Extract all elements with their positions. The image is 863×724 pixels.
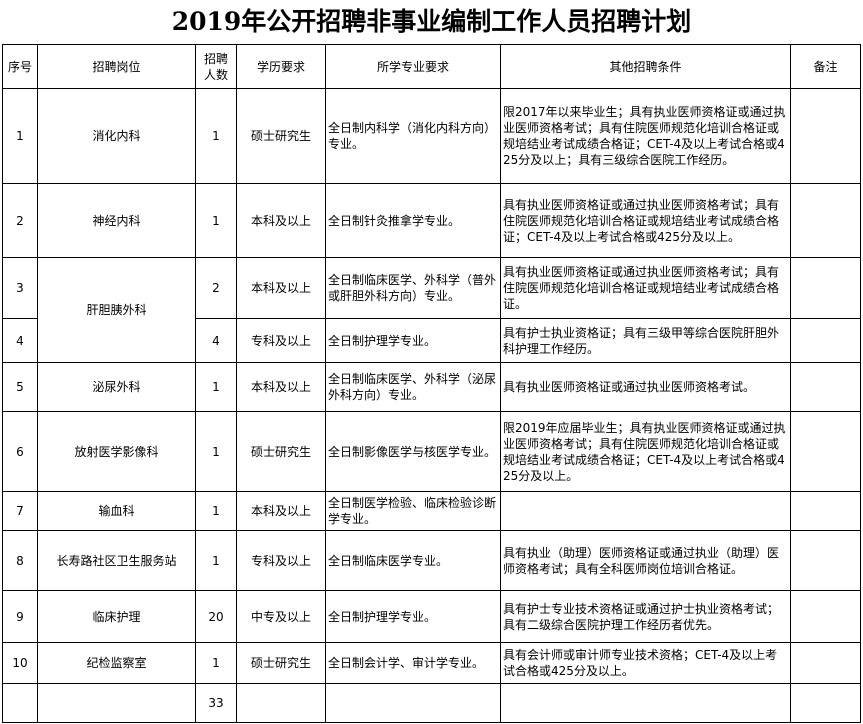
cell-edu: 专科及以上 — [236, 530, 326, 591]
table-row: 3 肝胆胰外科 2 本科及以上 全日制临床医学、外科学（普外或肝胆外科方向）专业。 具有执… — [2, 257, 861, 363]
cell-edu: 本科及以上 — [236, 257, 326, 319]
cell-no: 3 — [2, 257, 38, 319]
cell-no: 2 — [2, 183, 38, 258]
table-row: 1 消化内科 1 硕士研究生 全日制内科学（消化内科方向）专业。 限2017年以来毕业生；… — [2, 88, 861, 184]
cell-post: 长寿路社区卫生服务站 — [37, 530, 196, 591]
header-row: 序号 招聘岗位 招聘人数 学历要求 所学专业要求 其他招聘条件 备注 — [2, 44, 861, 89]
cell-count: 2 — [195, 257, 237, 319]
cell-other: 具有护士执业资格证；具有三级甲等综合医院肝胆外科护理工作经历。 — [500, 318, 791, 363]
cell-major: 全日制影像医学与核医学专业。 — [325, 411, 501, 492]
cell-no: 7 — [2, 491, 38, 531]
cell-note — [790, 411, 861, 492]
total-count: 33 — [195, 683, 237, 723]
table-row: 10 纪检监察室 1 硕士研究生 全日制会计学、审计学专业。 具有会计师或审计师专业技术资… — [2, 642, 861, 684]
cell-no: 8 — [2, 530, 38, 591]
cell-other: 具有执业医师资格证或通过执业医师资格考试；具有住院医师规范化培训合格证或规培结业… — [500, 257, 791, 319]
cell-post: 输血科 — [37, 491, 196, 531]
cell-post: 临床护理 — [37, 590, 196, 643]
cell-edu: 专科及以上 — [236, 318, 326, 363]
cell-edu: 中专及以上 — [236, 590, 326, 643]
cell-edu: 硕士研究生 — [236, 642, 326, 684]
cell-post: 神经内科 — [37, 183, 196, 258]
cell-major: 全日制护理学专业。 — [325, 318, 501, 363]
cell-major: 全日制内科学（消化内科方向）专业。 — [325, 88, 501, 184]
total-row: 33 — [2, 683, 861, 723]
cell-count: 1 — [195, 88, 237, 184]
cell-other: 具有执业医师资格证或通过执业医师资格考试；具有住院医师规范化培训合格证或规培结业… — [500, 183, 791, 258]
cell-major: 全日制会计学、审计学专业。 — [325, 642, 501, 684]
cell-no: 10 — [2, 642, 38, 684]
recruitment-table: 序号 招聘岗位 招聘人数 学历要求 所学专业要求 其他招聘条件 备注 1 消化内科… — [2, 44, 861, 723]
cell-other: 具有护士专业技术资格证或通过护士执业资格考试；具有二级综合医院护理工作经历者优先… — [500, 590, 791, 643]
table-row: 7 输血科 1 本科及以上 全日制医学检验、临床检验诊断学专业。 — [2, 491, 861, 531]
cell-note — [790, 362, 861, 412]
cell-note — [790, 318, 861, 363]
table-row: 6 放射医学影像科 1 硕士研究生 全日制影像医学与核医学专业。 限2019年应届毕业生；… — [2, 411, 861, 492]
empty-cell — [500, 683, 791, 723]
cell-no: 5 — [2, 362, 38, 412]
cell-post: 纪检监察室 — [37, 642, 196, 684]
cell-no: 1 — [2, 88, 38, 184]
header-post: 招聘岗位 — [37, 44, 196, 89]
cell-other: 具有执业医师资格证或通过执业医师资格考试。 — [500, 362, 791, 412]
cell-count: 1 — [195, 530, 237, 591]
cell-major: 全日制临床医学、外科学（泌尿外科方向）专业。 — [325, 362, 501, 412]
cell-edu: 本科及以上 — [236, 491, 326, 531]
cell-note — [790, 530, 861, 591]
header-other: 其他招聘条件 — [500, 44, 791, 89]
empty-cell — [236, 683, 326, 723]
cell-count: 1 — [195, 411, 237, 492]
header-major: 所学专业要求 — [325, 44, 501, 89]
table-row: 8 长寿路社区卫生服务站 1 专科及以上 全日制临床医学专业。 具有执业（助理）医师资格证… — [2, 530, 861, 591]
cell-post: 肝胆胰外科 — [37, 257, 196, 363]
cell-other: 具有会计师或审计师专业技术资格；CET-4及以上考试合格或425分及以上。 — [500, 642, 791, 684]
cell-note — [790, 642, 861, 684]
empty-cell — [2, 683, 38, 723]
cell-count: 1 — [195, 642, 237, 684]
cell-edu: 硕士研究生 — [236, 411, 326, 492]
cell-major: 全日制护理学专业。 — [325, 590, 501, 643]
cell-count: 1 — [195, 183, 237, 258]
cell-major: 全日制医学检验、临床检验诊断学专业。 — [325, 491, 501, 531]
cell-no: 6 — [2, 411, 38, 492]
cell-no: 9 — [2, 590, 38, 643]
cell-count: 1 — [195, 362, 237, 412]
cell-post: 放射医学影像科 — [37, 411, 196, 492]
cell-count: 20 — [195, 590, 237, 643]
cell-other — [500, 491, 791, 531]
cell-edu: 本科及以上 — [236, 183, 326, 258]
cell-note — [790, 88, 861, 184]
cell-edu: 本科及以上 — [236, 362, 326, 412]
cell-note — [790, 491, 861, 531]
page-title: 2019年公开招聘非事业编制工作人员招聘计划 — [171, 7, 692, 36]
cell-count: 4 — [195, 318, 237, 363]
header-count: 招聘人数 — [195, 44, 237, 89]
empty-cell — [37, 683, 196, 723]
table-row: 5 泌尿外科 1 本科及以上 全日制临床医学、外科学（泌尿外科方向）专业。 具有执业医师资… — [2, 362, 861, 412]
cell-note — [790, 257, 861, 319]
cell-other: 限2017年以来毕业生；具有执业医师资格证或通过执业医师资格考试；具有住院医师规… — [500, 88, 791, 184]
cell-other: 限2019年应届毕业生；具有执业医师资格证或通过执业医师资格考试；具有住院医师规… — [500, 411, 791, 492]
cell-major: 全日制针灸推拿学专业。 — [325, 183, 501, 258]
table-row: 9 临床护理 20 中专及以上 全日制护理学专业。 具有护士专业技术资格证或通过护士执业资… — [2, 590, 861, 643]
cell-note — [790, 183, 861, 258]
empty-cell — [790, 683, 861, 723]
cell-edu: 硕士研究生 — [236, 88, 326, 184]
header-no: 序号 — [2, 44, 38, 89]
table-row: 4 4 专科及以上 全日制护理学专业。 具有护士执业资格证；具有三级甲等综合医院肝胆外科… — [2, 318, 861, 363]
cell-post: 泌尿外科 — [37, 362, 196, 412]
cell-other: 具有执业（助理）医师资格证或通过执业（助理）医师资格考试；具有全科医师岗位培训合… — [500, 530, 791, 591]
header-edu: 学历要求 — [236, 44, 326, 89]
empty-cell — [325, 683, 501, 723]
cell-note — [790, 590, 861, 643]
table-row: 2 神经内科 1 本科及以上 全日制针灸推拿学专业。 具有执业医师资格证或通过执业医师资格… — [2, 183, 861, 258]
cell-count: 1 — [195, 491, 237, 531]
cell-major: 全日制临床医学、外科学（普外或肝胆外科方向）专业。 — [325, 257, 501, 319]
header-note: 备注 — [790, 44, 861, 89]
cell-post: 消化内科 — [37, 88, 196, 184]
cell-major: 全日制临床医学专业。 — [325, 530, 501, 591]
cell-no: 4 — [2, 318, 38, 363]
